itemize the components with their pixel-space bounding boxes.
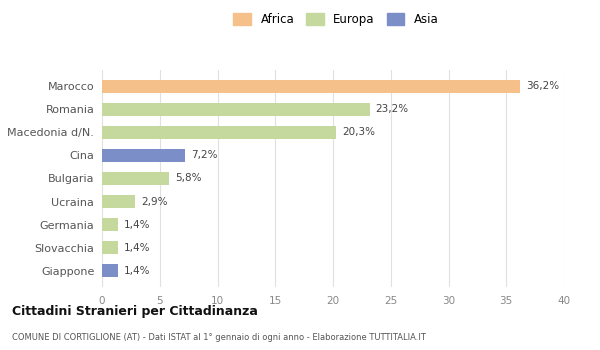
Bar (102, 103, 370, 116)
Bar (102, 80, 520, 92)
Bar (102, 195, 136, 208)
Text: COMUNE DI CORTIGLIONE (AT) - Dati ISTAT al 1° gennaio di ogni anno - Elaborazion: COMUNE DI CORTIGLIONE (AT) - Dati ISTAT … (12, 332, 426, 342)
Bar (102, 172, 169, 185)
Text: 36,2%: 36,2% (526, 81, 559, 91)
Text: 2,9%: 2,9% (141, 197, 168, 206)
Legend: Africa, Europa, Asia: Africa, Europa, Asia (230, 9, 442, 29)
Text: 1,4%: 1,4% (124, 220, 151, 230)
Text: 1,4%: 1,4% (124, 243, 151, 253)
Bar (102, 265, 118, 277)
Bar (102, 149, 185, 162)
Text: 20,3%: 20,3% (342, 127, 375, 137)
Bar (102, 218, 118, 231)
Text: 5,8%: 5,8% (175, 174, 201, 183)
Text: 23,2%: 23,2% (376, 104, 409, 114)
Bar (102, 241, 118, 254)
Text: Cittadini Stranieri per Cittadinanza: Cittadini Stranieri per Cittadinanza (12, 304, 258, 317)
Text: 1,4%: 1,4% (124, 266, 151, 276)
Bar (102, 126, 337, 139)
Text: 7,2%: 7,2% (191, 150, 217, 160)
